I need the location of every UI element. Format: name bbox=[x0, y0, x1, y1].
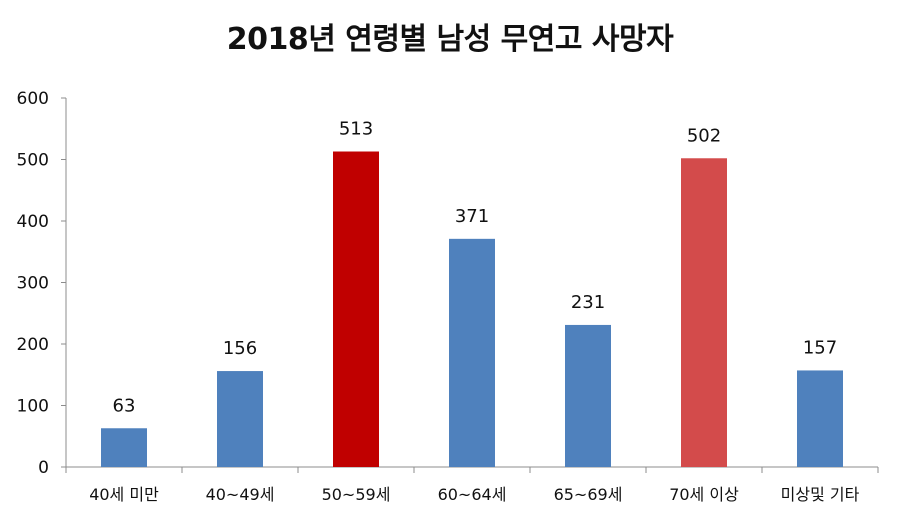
bar bbox=[565, 324, 611, 467]
x-tick-label: 70세 이상 bbox=[669, 485, 739, 504]
y-tick-label: 0 bbox=[38, 458, 49, 478]
y-tick-label: 100 bbox=[17, 397, 49, 417]
x-tick-label: 60~64세 bbox=[438, 485, 507, 504]
x-tick-label: 40~49세 bbox=[206, 485, 275, 504]
y-tick-label: 500 bbox=[17, 151, 49, 171]
bar bbox=[681, 158, 727, 467]
bar bbox=[217, 371, 263, 467]
x-tick-label: 40세 미만 bbox=[89, 485, 159, 504]
chart-title: 2018년 연령별 남성 무연고 사망자 bbox=[226, 22, 674, 57]
data-label: 371 bbox=[455, 206, 489, 227]
x-tick-label: 미상및 기타 bbox=[781, 485, 860, 504]
bar bbox=[449, 238, 495, 467]
y-tick-label: 200 bbox=[17, 335, 49, 355]
bar bbox=[797, 370, 843, 467]
data-label: 156 bbox=[223, 338, 257, 359]
bar bbox=[101, 428, 147, 467]
data-label: 157 bbox=[803, 337, 837, 358]
data-label: 513 bbox=[339, 119, 373, 140]
data-label: 231 bbox=[571, 292, 605, 313]
x-tick-label: 65~69세 bbox=[554, 485, 623, 504]
y-tick-label: 300 bbox=[17, 274, 49, 294]
x-tick-label: 50~59세 bbox=[322, 485, 391, 504]
y-tick-label: 400 bbox=[17, 212, 49, 232]
data-label: 502 bbox=[687, 125, 721, 146]
data-label: 63 bbox=[113, 395, 136, 416]
y-tick-label: 600 bbox=[17, 89, 49, 109]
bar bbox=[333, 151, 379, 467]
